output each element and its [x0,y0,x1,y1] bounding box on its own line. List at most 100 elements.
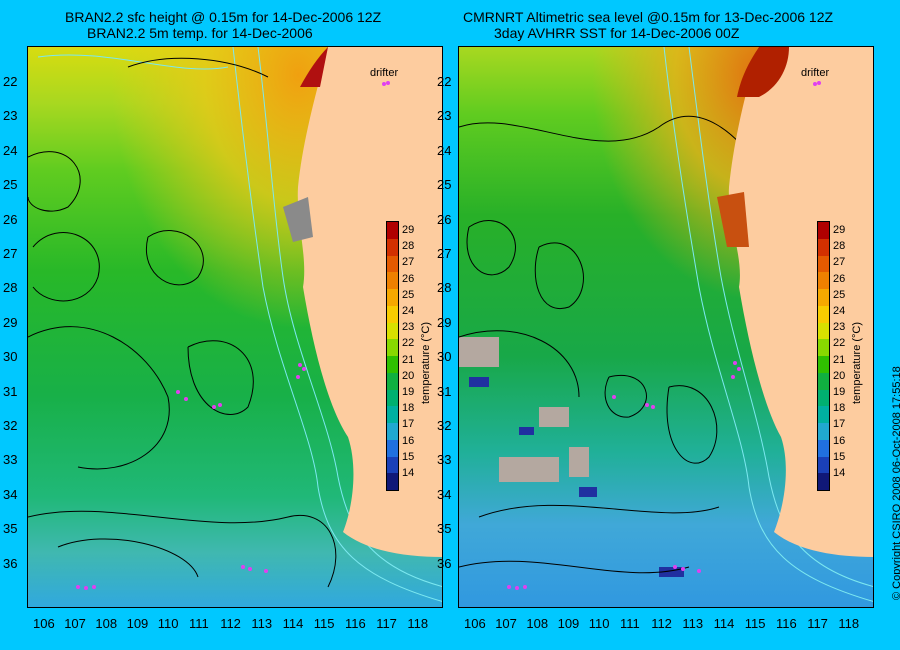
longitude-tick-left: 109 [126,616,149,631]
colorbar-label-right: 24 [833,305,846,317]
longitude-tick-right: 113 [682,616,704,631]
right-colorbar [817,221,830,491]
left-map-panel [27,46,443,608]
latitude-tick-right: 35 [437,521,452,537]
longitude-tick-left: 108 [95,616,118,631]
colorbar-label-right: 19 [833,386,846,398]
latitude-tick-left: 35 [3,521,18,537]
longitude-tick-left: 117 [376,616,397,631]
longitude-tick-left: 110 [157,616,179,631]
latitude-tick-left: 29 [3,314,18,330]
latitude-tick-right: 24 [437,142,452,158]
latitude-tick-right: 22 [437,74,452,89]
colorbar-label-right: 14 [833,467,846,479]
colorbar-label-right: 27 [833,256,846,269]
colorbar-label-left: 22 [402,337,415,350]
latitude-tick-right: 28 [437,280,452,296]
latitude-tick-right: 36 [437,555,452,571]
right-colorbar-title: temperature (°C) [851,321,863,404]
colorbar-label-right: 28 [833,240,846,253]
latitude-tick-left: 25 [3,177,18,193]
longitude-tick-left: 115 [313,616,335,631]
colorbar-label-left: 23 [402,321,415,334]
latitude-tick-right: 32 [437,418,452,433]
colorbar-label-right: 17 [833,418,846,431]
right-title-line2: 3day AVHRR SST for 14-Dec-2006 00Z [494,25,740,41]
latitude-tick-left: 36 [3,555,18,571]
longitude-tick-left: 111 [189,616,209,631]
latitude-tick-right: 34 [437,486,452,502]
left-title-line2: BRAN2.2 5m temp. for 14-Dec-2006 [87,25,313,41]
latitude-tick-right: 23 [437,108,452,124]
longitude-tick-right: 111 [620,616,640,631]
colorbar-label-left: 18 [402,402,415,415]
latitude-tick-left: 28 [3,280,18,296]
longitude-tick-left: 112 [220,616,241,631]
right-sst-map [459,47,873,607]
colorbar-label-right: 26 [833,272,846,285]
left-title-line1: BRAN2.2 sfc height @ 0.15m for 14-Dec-20… [65,9,382,25]
latitude-tick-right: 30 [437,349,452,365]
longitude-tick-right: 116 [776,616,797,631]
right-map-panel [458,46,874,608]
latitude-tick-right: 26 [437,211,452,227]
copyright-notice: © Copyright CSIRO 2008 06-Oct-2008 17:55… [891,366,900,600]
left-colorbar [386,221,399,491]
colorbar-label-left: 20 [402,369,415,382]
latitude-tick-right: 31 [437,383,452,399]
colorbar-label-right: 18 [833,402,846,415]
latitude-tick-right: 25 [437,177,452,193]
latitude-tick-left: 26 [3,211,18,227]
latitude-tick-left: 31 [3,383,18,399]
latitude-tick-left: 32 [3,418,18,433]
longitude-tick-right: 115 [744,616,766,631]
colorbar-label-left: 28 [402,240,415,253]
latitude-tick-right: 27 [437,246,452,261]
colorbar-label-right: 15 [833,450,846,463]
colorbar-label-left: 29 [402,224,415,236]
latitude-tick-left: 23 [3,108,18,124]
longitude-tick-left: 114 [282,616,304,631]
longitude-tick-right: 117 [807,616,828,631]
longitude-tick-left: 116 [345,616,366,631]
colorbar-label-right: 23 [833,321,846,334]
colorbar-label-right: 21 [833,353,846,366]
longitude-tick-left: 106 [33,616,55,631]
colorbar-label-left: 27 [402,256,415,269]
left-colorbar-title: temperature (°C) [420,321,432,404]
colorbar-label-left: 26 [402,272,415,285]
colorbar-label-left: 17 [402,418,415,431]
latitude-tick-left: 30 [3,349,18,365]
colorbar-label-right: 16 [833,434,846,447]
colorbar-label-right: 25 [833,288,846,301]
latitude-tick-left: 24 [3,142,18,158]
latitude-tick-left: 34 [3,486,18,502]
latitude-tick-right: 33 [437,452,452,468]
longitude-tick-left: 107 [64,616,86,631]
colorbar-label-right: 22 [833,337,846,350]
colorbar-label-left: 14 [402,467,415,479]
left-sst-map [28,47,442,607]
colorbar-label-left: 21 [402,353,415,366]
latitude-tick-left: 27 [3,246,18,261]
longitude-tick-left: 113 [251,616,273,631]
right-title-line1: CMRNRT Altimetric sea level @0.15m for 1… [463,9,834,25]
longitude-tick-left: 118 [407,616,429,631]
latitude-tick-left: 33 [3,452,18,468]
colorbar-label-right: 29 [833,224,846,236]
left-drifter-label: drifter [370,67,399,79]
right-drifter-label: drifter [801,67,830,79]
longitude-tick-right: 118 [838,616,860,631]
colorbar-label-left: 24 [402,305,415,317]
longitude-tick-right: 109 [557,616,580,631]
colorbar-label-left: 19 [402,386,415,398]
longitude-tick-right: 107 [495,616,517,631]
colorbar-label-left: 15 [402,450,415,463]
latitude-tick-left: 22 [3,74,18,89]
longitude-tick-right: 112 [651,616,672,631]
longitude-tick-right: 114 [713,616,735,631]
longitude-tick-right: 108 [526,616,549,631]
colorbar-label-right: 20 [833,369,846,382]
latitude-tick-right: 29 [437,314,452,330]
longitude-tick-right: 110 [588,616,610,631]
